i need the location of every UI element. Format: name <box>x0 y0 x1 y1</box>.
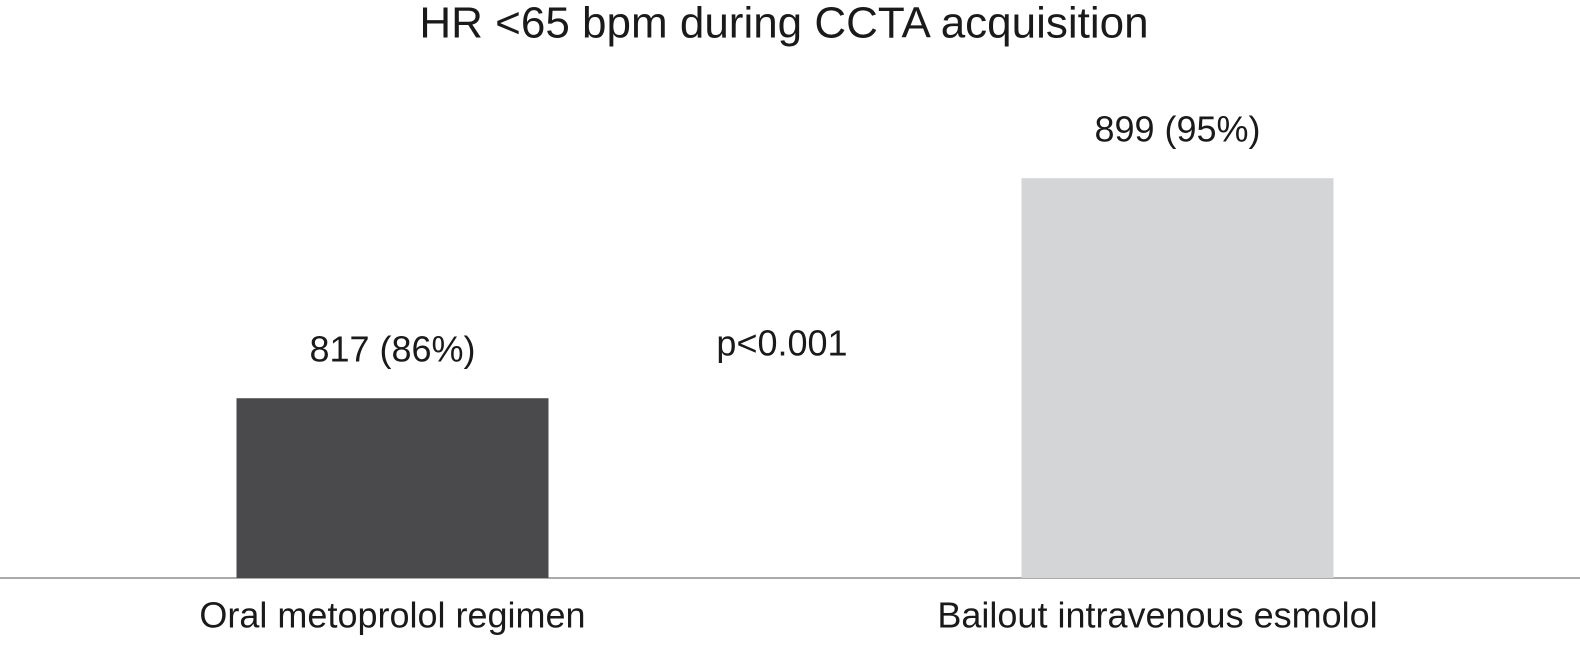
chart-title: HR <65 bpm during CCTA acquisition <box>419 0 1148 48</box>
x-tick-label: Oral metoprolol regimen <box>199 595 585 636</box>
bar <box>236 398 549 578</box>
x-tick-label: Bailout intravenous esmolol <box>937 595 1377 636</box>
annotation: p<0.001 <box>716 323 847 364</box>
bar <box>1021 178 1334 578</box>
data-label: 899 (95%) <box>1094 109 1260 150</box>
data-label: 817 (86%) <box>309 329 475 370</box>
